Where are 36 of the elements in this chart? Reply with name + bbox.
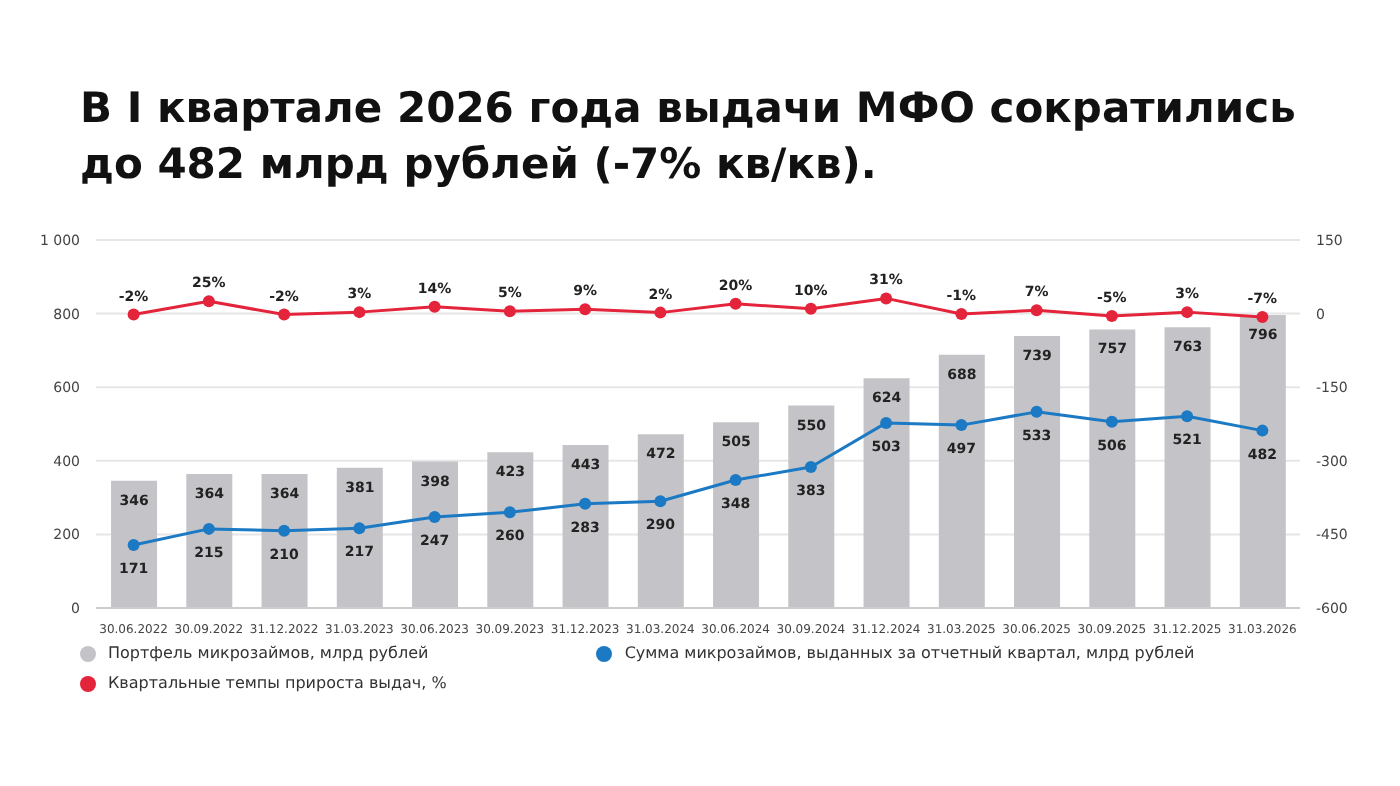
point — [503, 506, 516, 519]
point — [579, 497, 592, 510]
point — [729, 297, 742, 310]
point — [428, 511, 441, 524]
point — [1181, 306, 1194, 319]
point — [1256, 424, 1269, 437]
point — [955, 419, 968, 432]
point — [428, 300, 441, 313]
chart-title: В I квартале 2026 года выдачи МФО сократились до 482 млрд рублей (-7% кв/кв). — [80, 82, 1298, 192]
point — [880, 292, 893, 305]
point — [654, 306, 667, 319]
point — [1256, 311, 1269, 324]
point — [353, 522, 366, 535]
point — [729, 473, 742, 486]
legend-label: Сумма микрозаймов, выданных за отчетный квартал, млрд рублей — [624, 644, 1195, 662]
point — [579, 303, 592, 316]
point — [1105, 415, 1118, 428]
point — [202, 522, 215, 535]
point — [880, 416, 893, 429]
point — [278, 308, 291, 321]
legend-label: Квартальные темпы прироста выдач, % — [108, 674, 447, 692]
point — [353, 306, 366, 319]
point — [1105, 310, 1118, 323]
point — [1181, 410, 1194, 423]
point — [127, 539, 140, 552]
point — [202, 295, 215, 308]
point — [278, 524, 291, 537]
point — [503, 305, 516, 318]
point — [804, 302, 817, 315]
point — [654, 495, 667, 508]
legend-label: Портфель микрозаймов, млрд рублей — [108, 644, 429, 662]
point — [127, 308, 140, 321]
point — [1030, 304, 1043, 317]
point — [1030, 405, 1043, 418]
point — [804, 461, 817, 474]
point — [955, 308, 968, 321]
